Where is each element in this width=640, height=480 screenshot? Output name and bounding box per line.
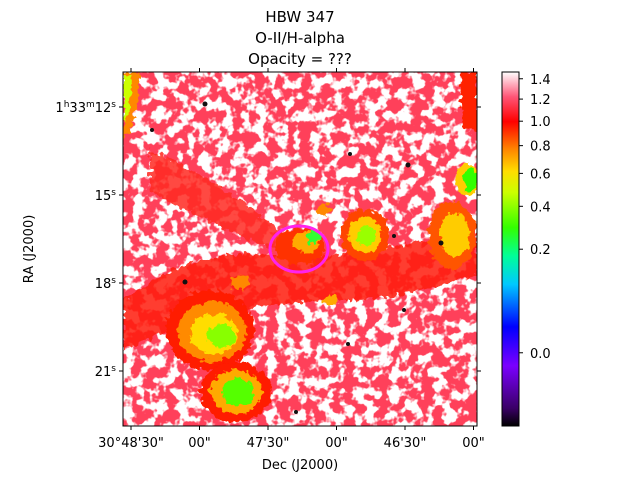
colorbar-tick-label: 1.0 (530, 115, 551, 130)
x-tick-label: 46'30" (384, 436, 427, 451)
x-tick-label: 00" (462, 436, 485, 451)
filament-band (123, 150, 477, 350)
x-tick-label: 00" (325, 436, 348, 451)
star-residuals (150, 101, 444, 414)
chart-title-line-3: Opacity = ??? (248, 50, 352, 68)
colorbar: 0.0 0.2 0.4 0.6 0.8 1.0 1.2 1.4 (501, 71, 551, 427)
colorbar-tick-label: 0.4 (530, 200, 551, 215)
chart-title-line-1: HBW 347 (265, 8, 334, 26)
colorbar-tick-label: 0.6 (530, 167, 551, 182)
y-tick-label: 18s (95, 276, 117, 292)
x-tick-label: 30°48'30" (98, 436, 164, 451)
y-axis: 1h33m12s 15s 18s 21s (55, 100, 481, 380)
y-tick-label: 1h33m12s (55, 100, 116, 116)
chart-title-line-2: O-II/H-alpha (255, 29, 345, 47)
x-axis: 30°48'30" 00" 47'30" 00" 46'30" 00" (98, 68, 485, 451)
x-axis-label: Dec (J2000) (262, 458, 338, 473)
colorbar-tick-label: 0.0 (530, 347, 551, 362)
colorbar-tick-label: 1.4 (530, 73, 551, 88)
colorbar-gradient (501, 71, 520, 427)
colorbar-tick-label: 1.2 (530, 93, 551, 108)
colorbar-tick-label: 0.2 (530, 243, 551, 258)
colorbar-tick-label: 0.8 (530, 140, 551, 155)
region-ellipse[interactable] (268, 224, 330, 274)
x-tick-label: 00" (188, 436, 211, 451)
y-tick-label: 15s (95, 188, 117, 204)
y-axis-label: RA (J2000) (22, 215, 37, 284)
y-tick-label: 21s (95, 364, 117, 380)
x-tick-label: 47'30" (247, 436, 290, 451)
image-panel[interactable] (122, 71, 480, 427)
emission-knots (123, 72, 477, 422)
